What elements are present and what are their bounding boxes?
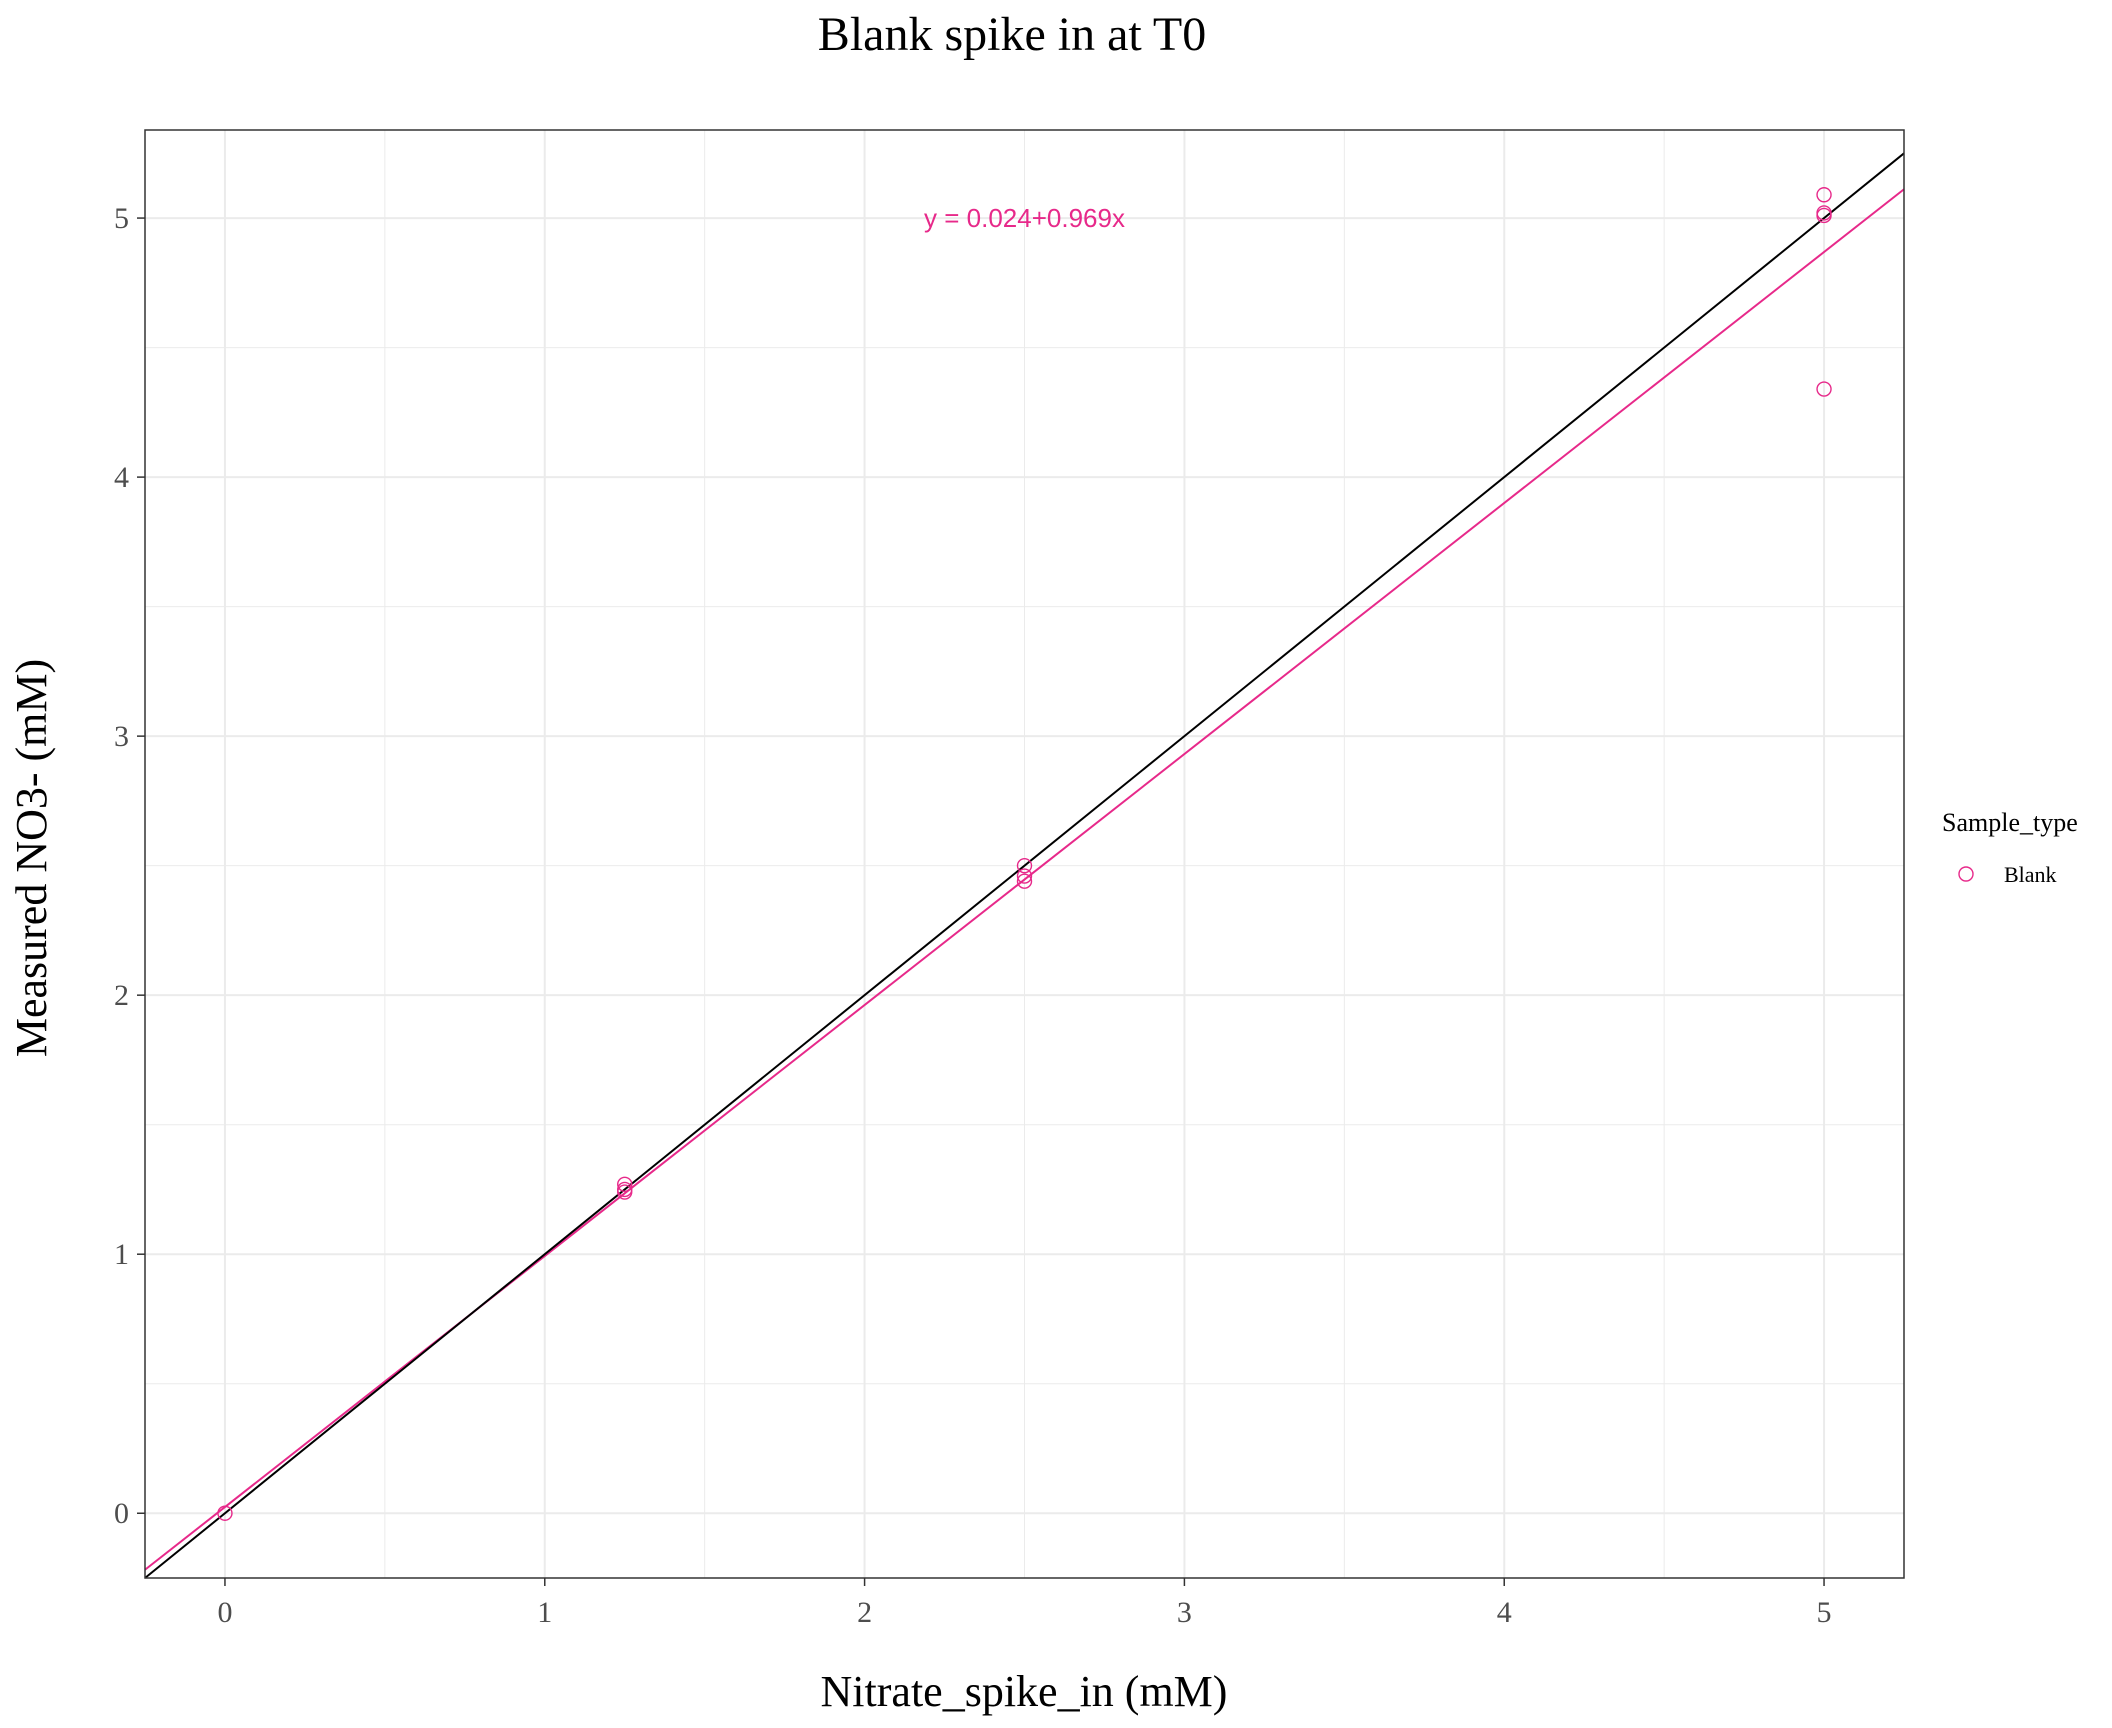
y-axis: 0 1 2 3 4 5 (114, 202, 145, 1530)
data-point (1016, 857, 1033, 874)
data-point (1016, 873, 1033, 889)
data-point (617, 1176, 633, 1192)
data-point (617, 1184, 633, 1200)
reference-line (144, 152, 1905, 1579)
plot-panel-border (144, 129, 1905, 1579)
y-tick-label: 5 (114, 202, 129, 235)
y-tick-label: 3 (114, 720, 129, 753)
x-tick-label: 1 (537, 1596, 552, 1629)
y-axis-label: Measured NO3- (mM) (7, 659, 56, 1057)
equation-annotation: y = 0.024+0.969x (924, 203, 1125, 233)
x-axis-label: Nitrate_spike_in (mM) (821, 1667, 1228, 1716)
y-tick-label: 1 (114, 1238, 129, 1271)
data-point (1816, 207, 1832, 224)
grid (145, 130, 1904, 1578)
legend-title: Sample_type (1942, 808, 2078, 837)
legend-key (1958, 866, 1974, 882)
data-point (1016, 868, 1033, 884)
legend-entries: Blank (1958, 862, 2057, 887)
data-point (217, 1505, 233, 1521)
x-axis: 0 1 2 3 4 5 (217, 1578, 1832, 1629)
x-tick-label: 3 (1177, 1596, 1192, 1629)
data-point (1816, 187, 1832, 203)
annotations: y = 0.024+0.969x (924, 203, 1125, 233)
y-tick-label: 2 (114, 979, 129, 1012)
x-tick-label: 0 (217, 1596, 232, 1629)
data-points (217, 187, 1832, 1521)
legend-entry-label: Blank (2004, 862, 2057, 887)
legend: Sample_type Blank (1942, 808, 2078, 887)
x-tick-label: 4 (1497, 1596, 1512, 1629)
x-tick-label: 2 (857, 1596, 872, 1629)
chart-title: Blank spike in at T0 (818, 8, 1206, 61)
y-tick-label: 4 (114, 461, 129, 494)
x-tick-label: 5 (1817, 1596, 1832, 1629)
fit-lines (144, 152, 1905, 1579)
y-tick-label: 0 (114, 1497, 129, 1530)
data-point (1816, 381, 1832, 397)
